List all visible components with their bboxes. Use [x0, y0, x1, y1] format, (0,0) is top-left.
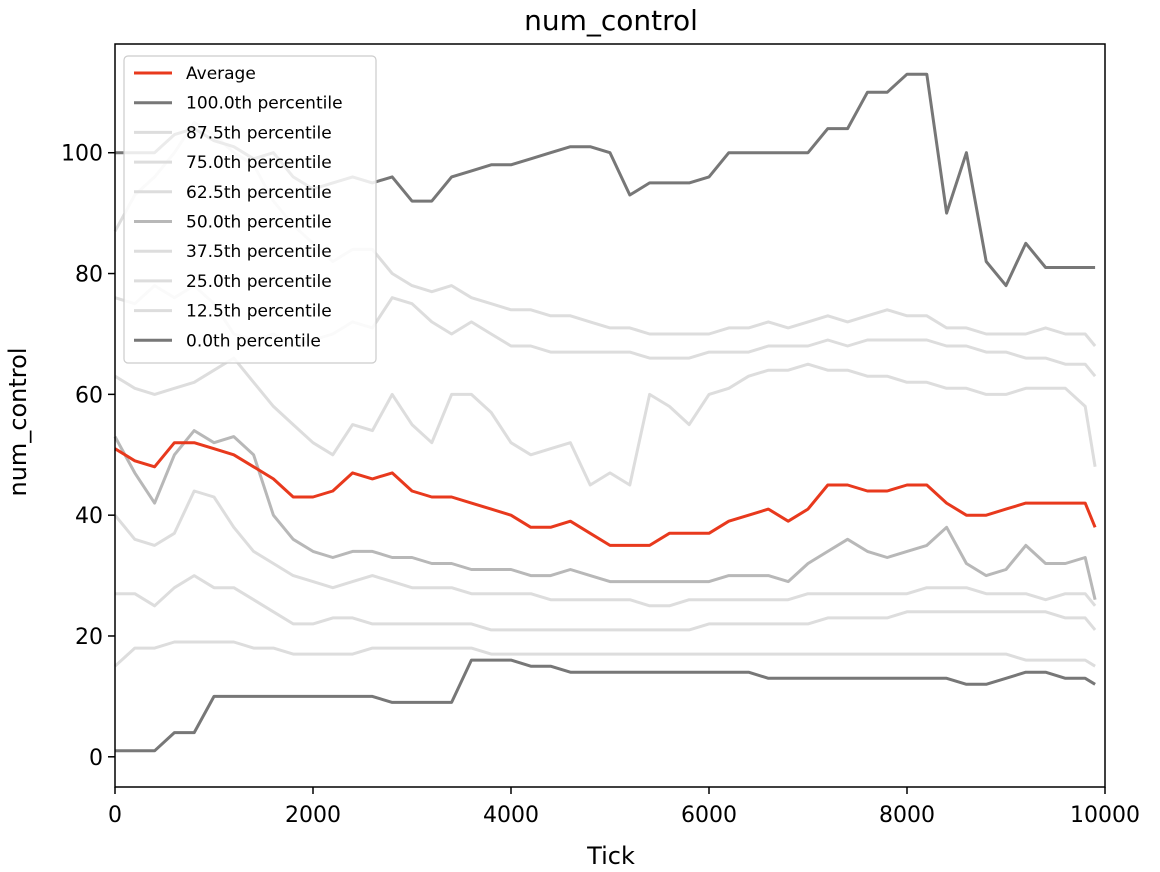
x-tick-label: 4000: [483, 803, 539, 828]
legend-label: 75.0th percentile: [186, 153, 332, 173]
series-line-25-0th-percentile: [115, 574, 1097, 632]
legend-label: 87.5th percentile: [186, 123, 332, 143]
legend-label: 50.0th percentile: [186, 213, 332, 233]
legend-label: 12.5th percentile: [186, 302, 332, 322]
y-tick-label: 80: [75, 263, 103, 288]
x-tick-label: 8000: [879, 803, 935, 828]
legend-label: 100.0th percentile: [186, 94, 343, 114]
series-line-average: [114, 441, 1097, 547]
series-line-62-5th-percentile: [114, 356, 1097, 487]
x-axis-title: Tick: [586, 842, 635, 870]
chart-title: num_control: [524, 4, 698, 37]
x-tick-label: 2000: [285, 803, 341, 828]
legend-label: 0.0th percentile: [186, 331, 321, 351]
legend: Average 100.0th percentile 87.5th percenti…: [123, 55, 377, 364]
x-tick-label: 0: [108, 803, 122, 828]
x-tick-label: 10000: [1070, 803, 1140, 828]
y-tick-label: 60: [75, 383, 103, 408]
legend-box: [123, 55, 377, 364]
legend-label: 25.0th percentile: [186, 272, 332, 292]
series-line-37-5th-percentile: [113, 489, 1097, 608]
plot-frame: [114, 43, 1106, 788]
series-line-0-0th-percentile: [115, 658, 1096, 753]
y-tick-label: 0: [89, 746, 103, 771]
series-line-12-5th-percentile: [113, 640, 1096, 668]
y-axis-title: num_control: [4, 348, 32, 497]
x-axis: 0 2000 4000 6000 8000 10000: [108, 787, 1140, 828]
y-tick-label: 100: [61, 142, 103, 167]
y-axis: 0 20 40 60 80 100: [61, 142, 115, 771]
legend-label: 62.5th percentile: [186, 183, 332, 203]
y-tick-label: 40: [75, 504, 103, 529]
series-line-50-0th-percentile: [113, 429, 1097, 601]
x-tick-label: 6000: [681, 803, 737, 828]
legend-label: 37.5th percentile: [186, 242, 332, 262]
legend-label: Average: [186, 64, 256, 84]
y-tick-label: 20: [75, 625, 103, 650]
